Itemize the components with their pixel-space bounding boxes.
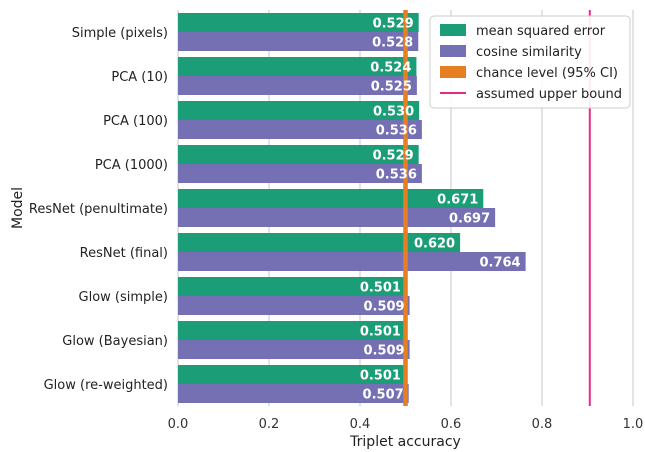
bar-value-label: 0.528: [372, 36, 413, 51]
y-tick-label: Glow (Bayesian): [62, 334, 168, 349]
bar-value-label: 0.536: [376, 124, 417, 139]
bar-value-label: 0.507: [363, 388, 404, 403]
bar-cosine-2: [178, 120, 422, 139]
bar-value-label: 0.697: [449, 212, 490, 227]
legend-label: mean squared error: [476, 24, 606, 39]
legend-label: assumed upper bound: [476, 87, 622, 102]
x-tick-labels: 0.0 0.2 0.4 0.6 0.8 1.0: [168, 417, 644, 432]
bar-value-labels: 0.529 0.528 0.524 0.525 0.530 0.536 0.529 0.536…: [360, 17, 521, 403]
bar-mse-1: [178, 57, 417, 76]
y-tick-label: Glow (re-weighted): [44, 378, 168, 393]
bar-value-label: 0.501: [360, 325, 401, 340]
bars: [178, 13, 526, 403]
legend-swatch: [440, 24, 466, 36]
bar-cosine-7: [178, 340, 410, 359]
y-tick-labels: Simple (pixels) PCA (10) PCA (100) PCA (100…: [29, 26, 168, 393]
bar-mse-5: [178, 233, 461, 252]
bar-value-label: 0.764: [479, 256, 520, 271]
bar-mse-7: [178, 321, 406, 340]
bar-value-label: 0.525: [371, 80, 412, 95]
y-tick-label: PCA (1000): [95, 158, 168, 173]
legend-label: chance level (95% CI): [476, 66, 618, 81]
y-tick-label: Glow (simple): [79, 290, 168, 305]
bar-value-label: 0.509: [363, 344, 404, 359]
bar-value-label: 0.501: [360, 369, 401, 384]
y-tick-label: Simple (pixels): [72, 26, 168, 41]
legend-swatch: [440, 66, 466, 78]
bar-cosine-4: [178, 208, 496, 227]
bar-mse-3: [178, 145, 419, 164]
bar-mse-8: [178, 365, 406, 384]
y-tick-label: ResNet (final): [80, 246, 168, 261]
chance-level-band: [403, 10, 408, 406]
bar-cosine-0: [178, 32, 419, 51]
x-tick-label: 0.2: [259, 417, 280, 432]
x-tick-label: 0.6: [441, 417, 462, 432]
bar-value-label: 0.536: [376, 168, 417, 183]
x-tick-label: 0.0: [168, 417, 189, 432]
bar-cosine-8: [178, 384, 409, 403]
legend-label: cosine similarity: [476, 45, 582, 60]
bar-value-label: 0.524: [370, 61, 411, 76]
x-tick-label: 0.4: [350, 417, 371, 432]
bar-cosine-1: [178, 76, 417, 95]
y-tick-label: ResNet (penultimate): [29, 202, 168, 217]
legend-box: [429, 15, 631, 109]
bar-value-label: 0.671: [437, 193, 478, 208]
bar-value-label: 0.501: [360, 281, 401, 296]
bar-cosine-5: [178, 252, 526, 271]
bar-mse-6: [178, 277, 406, 296]
bar-value-label: 0.620: [414, 237, 455, 252]
bar-value-label: 0.509: [363, 300, 404, 315]
bar-cosine-6: [178, 296, 410, 315]
bar-value-label: 0.529: [373, 149, 414, 164]
bar-value-label: 0.530: [373, 105, 414, 120]
x-tick-label: 0.8: [532, 417, 553, 432]
y-axis-title: Model: [10, 187, 26, 229]
legend-swatch: [440, 45, 466, 57]
x-tick-label: 1.0: [623, 417, 644, 432]
bar-value-label: 0.529: [373, 17, 414, 32]
x-axis-title: Triplet accuracy: [349, 434, 461, 450]
bar-mse-0: [178, 13, 419, 32]
y-tick-label: PCA (100): [103, 114, 168, 129]
legend: mean squared error cosine similarity chanc…: [429, 15, 631, 109]
bar-mse-2: [178, 101, 420, 120]
bar-cosine-3: [178, 164, 422, 183]
y-tick-label: PCA (10): [111, 70, 168, 85]
